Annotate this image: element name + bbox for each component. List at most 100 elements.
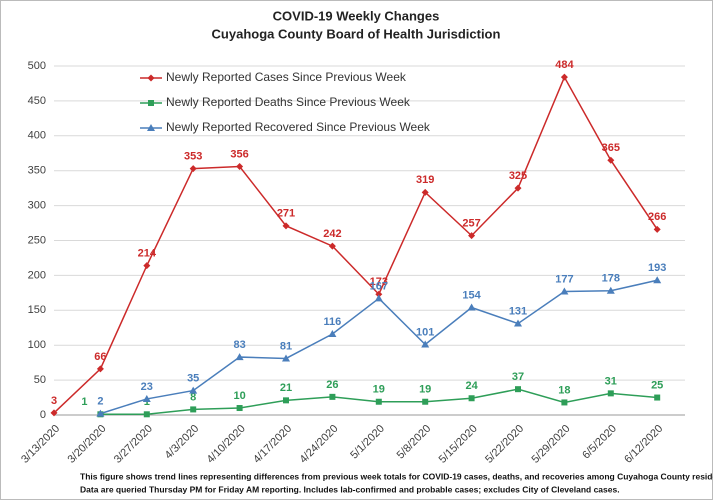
data-label: 154 [462,289,481,301]
data-label: 242 [323,228,341,240]
data-point [328,242,336,250]
data-point [329,393,336,400]
data-label: 35 [187,372,199,384]
data-point [468,395,475,402]
series-line [53,75,658,414]
data-label: 1 [144,396,150,408]
y-tick-label: 500 [28,60,46,72]
data-point [514,319,522,327]
data-label: 356 [230,148,248,160]
data-point [468,232,476,240]
data-point [235,353,244,361]
data-label: 81 [280,340,292,352]
data-label: 353 [184,151,202,163]
data-label: 24 [465,380,478,392]
data-label: 10 [233,390,245,402]
data-point [374,294,383,302]
y-tick-label: 350 [28,165,46,177]
data-point [282,354,290,362]
data-label: 131 [509,305,527,317]
legend-label: Newly Reported Recovered Since Previous … [166,120,431,134]
data-label: 1 [81,396,87,408]
data-point [283,397,289,404]
data-label: 3 [51,395,57,407]
legend-marker [147,124,155,131]
y-tick-label: 250 [28,234,46,246]
legend-label: Newly Reported Cases Since Previous Week [166,70,407,84]
data-label: 8 [190,391,196,403]
data-point [653,276,662,284]
data-label: 484 [555,59,574,71]
y-tick-label: 300 [28,200,46,212]
data-point [50,409,58,417]
legend-marker [147,74,155,82]
data-point [375,290,383,298]
y-tick-label: 50 [34,374,46,386]
data-label: 18 [558,384,570,396]
data-point [375,398,382,405]
data-label: 214 [138,248,157,260]
data-point [189,165,197,173]
data-point [607,156,615,164]
data-label: 31 [605,375,617,387]
y-tick-label: 450 [28,95,46,107]
data-point [143,411,150,418]
data-point [236,163,244,171]
data-label: 25 [651,379,663,391]
data-label: 177 [555,273,573,285]
data-point [514,184,522,192]
data-label: 257 [462,218,480,230]
data-label: 19 [419,384,431,396]
y-tick-label: 150 [28,304,46,316]
data-point [143,262,151,270]
data-label: 2 [97,396,103,408]
data-point [421,340,430,348]
data-point [282,222,290,230]
data-point [606,286,615,294]
data-label: 193 [648,262,666,274]
data-label: 19 [373,384,385,396]
data-label: 21 [280,382,292,394]
data-point [189,386,198,394]
data-point [328,330,337,338]
data-label: 66 [94,351,106,363]
data-point [560,287,569,295]
legend-label: Newly Reported Deaths Since Previous Wee… [166,95,411,109]
data-point [607,390,614,397]
data-label: 23 [141,381,153,393]
y-tick-label: 200 [28,269,46,281]
data-point [421,188,429,196]
legend-marker [148,100,154,106]
data-label: 116 [324,316,342,328]
data-label: 271 [277,208,295,220]
data-point [561,399,568,406]
data-label: 173 [370,276,388,288]
data-point [236,405,243,412]
data-point [654,394,661,401]
data-label: 26 [326,379,338,391]
footnote: Data are queried Thursday PM for Friday … [80,484,620,494]
data-point [560,73,568,81]
data-point [190,406,197,413]
data-label: 266 [648,211,666,223]
data-label: 37 [512,371,524,383]
data-point [142,394,151,402]
data-point [422,398,429,405]
y-tick-label: 400 [28,130,46,142]
data-label: 325 [509,170,527,182]
data-label: 178 [602,273,620,285]
data-label: 319 [416,174,434,186]
data-label: 101 [416,326,434,338]
y-tick-label: 100 [28,339,46,351]
data-label: 83 [233,339,245,351]
data-point [96,365,104,373]
data-label: 167 [370,280,388,292]
data-point [96,409,105,417]
data-point [515,386,521,393]
chart-subtitle: Cuyahoga County Board of Health Jurisdic… [212,26,501,41]
data-point [467,303,476,311]
data-label: 365 [602,142,620,154]
chart-title: COVID-19 Weekly Changes [273,8,440,23]
